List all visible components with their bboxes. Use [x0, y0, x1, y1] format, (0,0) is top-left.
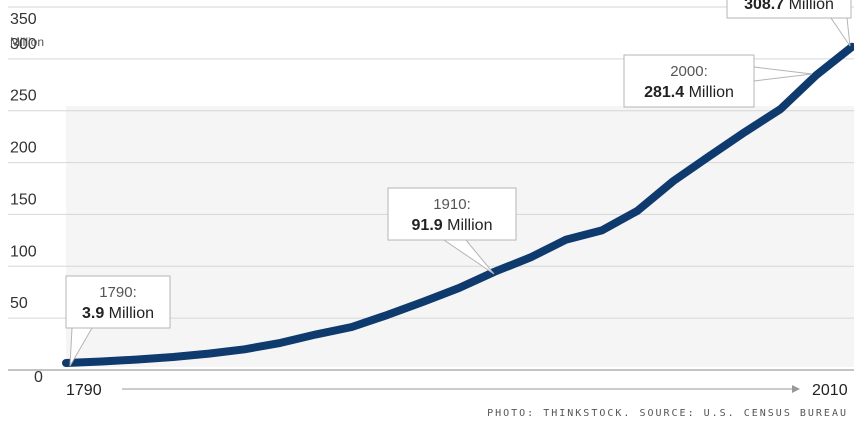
callout-pointer: [753, 66, 813, 82]
callout-value: 281.4 Million: [644, 84, 734, 101]
population-series-line: [62, 42, 854, 367]
y-tick-label: 200: [10, 140, 37, 157]
callout-pointer: [830, 17, 851, 47]
callout-fill: [625, 56, 753, 106]
callout-fill: [728, 0, 850, 17]
y-tick-label: 150: [10, 191, 37, 208]
y-tick-label: 350: [10, 11, 37, 28]
y-tick-label: 250: [10, 88, 37, 105]
callouts: 1790: 3.9 Million 1910: 91.9 Million 2000: 28…: [65, 0, 852, 367]
callout-1910: 1910: 91.9 Million: [387, 187, 517, 275]
y-tick-label: 100: [10, 243, 37, 260]
callout-value: 91.9 Million: [412, 217, 493, 234]
callout-fill: [67, 277, 169, 327]
callout-2000: 2000: 281.4 Million: [623, 54, 813, 108]
x-axis-start-label: 1790: [66, 382, 102, 399]
callout-fill: [389, 189, 515, 239]
x-axis-end-label: 2010: [812, 382, 848, 399]
callout-2010: 308.7 Million: [726, 0, 852, 47]
source-note: PHOTO: THINKSTOCK. SOURCE: U.S. CENSUS B…: [487, 408, 848, 419]
y-axis-unit-label: Million: [10, 35, 44, 49]
y-tick-label: 0: [34, 369, 43, 386]
callout-year: 2000:: [670, 63, 708, 80]
y-axis-ticks: 0 50 100 150 200 250 300 350: [10, 11, 43, 386]
callout-value: 308.7 Million: [744, 0, 834, 13]
y-tick-label: 50: [10, 295, 28, 312]
y-tick-label: 300: [10, 36, 37, 53]
callout-year: 1790:: [99, 284, 137, 301]
x-axis: 1790 2010: [66, 382, 848, 399]
callout-1790: 1790: 3.9 Million: [65, 275, 171, 367]
x-axis-arrow-head: [792, 385, 800, 393]
callout-value: 3.9 Million: [82, 305, 154, 322]
callout-year: 1910:: [433, 196, 471, 213]
